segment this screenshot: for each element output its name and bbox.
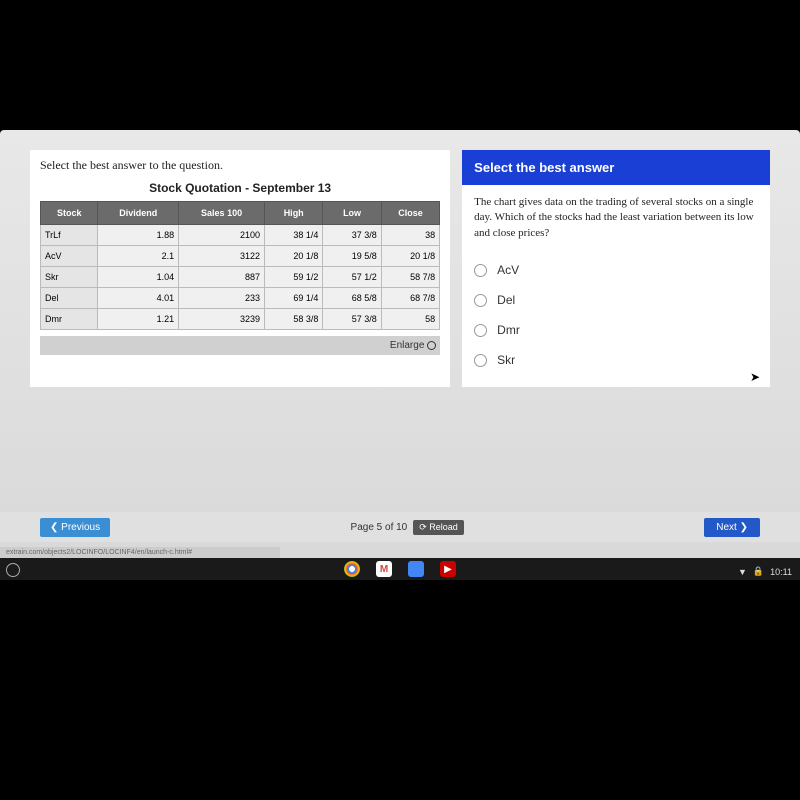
- page-info: Page 5 of 10 ⟳ Reload: [351, 520, 464, 535]
- table-cell: 2.1: [98, 246, 179, 267]
- enlarge-button[interactable]: Enlarge: [40, 336, 440, 355]
- chrome-icon[interactable]: [344, 561, 360, 577]
- table-cell: 19 5/8: [323, 246, 381, 267]
- lock-icon: 🔒: [753, 566, 764, 577]
- table-row: Del4.0123369 1/468 5/868 7/8: [41, 288, 440, 309]
- content-wrapper: Select the best answer to the question. …: [0, 130, 800, 397]
- instruction-text: Select the best answer to the question.: [40, 158, 440, 173]
- table-cell: Dmr: [41, 309, 98, 330]
- table-cell: 68 7/8: [381, 288, 439, 309]
- question-text: The chart gives data on the trading of s…: [462, 185, 770, 251]
- table-cell: 38 1/4: [265, 225, 323, 246]
- table-row: Dmr1.21323958 3/857 3/858: [41, 309, 440, 330]
- answer-option[interactable]: Del: [474, 285, 758, 315]
- launcher-icon[interactable]: [6, 563, 20, 577]
- radio-icon: [474, 294, 487, 307]
- col-header: Close: [381, 202, 439, 225]
- reload-button[interactable]: ⟳ Reload: [413, 520, 464, 535]
- docs-icon[interactable]: [408, 561, 424, 577]
- table-cell: AcV: [41, 246, 98, 267]
- table-cell: 2100: [179, 225, 265, 246]
- table-cell: Skr: [41, 267, 98, 288]
- option-label: Del: [497, 293, 515, 307]
- answer-header: Select the best answer: [462, 150, 770, 185]
- table-cell: 58 3/8: [265, 309, 323, 330]
- table-cell: 1.04: [98, 267, 179, 288]
- table-cell: 57 1/2: [323, 267, 381, 288]
- table-title: Stock Quotation - September 13: [40, 181, 440, 195]
- answer-option[interactable]: Skr: [474, 345, 758, 375]
- option-label: AcV: [497, 263, 519, 277]
- col-header: High: [265, 202, 323, 225]
- clock: 10:11: [770, 567, 792, 577]
- table-cell: 68 5/8: [323, 288, 381, 309]
- wifi-icon: ▼: [738, 567, 747, 577]
- table-row: TrLf1.88210038 1/437 3/838: [41, 225, 440, 246]
- option-label: Dmr: [497, 323, 520, 337]
- gmail-icon[interactable]: M: [376, 561, 392, 577]
- next-button[interactable]: Next ❯: [704, 518, 760, 537]
- page-label: Page 5 of 10: [351, 522, 408, 533]
- table-cell: 3122: [179, 246, 265, 267]
- table-cell: 20 1/8: [265, 246, 323, 267]
- cursor-icon: ➤: [750, 370, 760, 384]
- table-cell: 58: [381, 309, 439, 330]
- table-cell: 3239: [179, 309, 265, 330]
- radio-icon: [474, 324, 487, 337]
- url-hint: extrain.com/objects2/LOCINFO/LOCINF4/en/…: [0, 547, 280, 558]
- app-viewport: Select the best answer to the question. …: [0, 130, 800, 580]
- table-row: AcV2.1312220 1/819 5/820 1/8: [41, 246, 440, 267]
- table-cell: 1.21: [98, 309, 179, 330]
- table-cell: 59 1/2: [265, 267, 323, 288]
- system-tray[interactable]: ▼ 🔒 10:11: [738, 566, 792, 577]
- previous-button[interactable]: ❮ Previous: [40, 518, 110, 537]
- table-cell: 38: [381, 225, 439, 246]
- stock-table: Stock Dividend Sales 100 High Low Close …: [40, 201, 440, 330]
- radio-icon: [474, 354, 487, 367]
- question-panel: Select the best answer to the question. …: [30, 150, 450, 387]
- table-cell: 37 3/8: [323, 225, 381, 246]
- table-row: Skr1.0488759 1/257 1/258 7/8: [41, 267, 440, 288]
- taskbar: M ▶ ▼ 🔒 10:11: [0, 558, 800, 580]
- answer-panel: Select the best answer The chart gives d…: [462, 150, 770, 387]
- table-cell: Del: [41, 288, 98, 309]
- table-header-row: Stock Dividend Sales 100 High Low Close: [41, 202, 440, 225]
- youtube-icon[interactable]: ▶: [440, 561, 456, 577]
- table-cell: 4.01: [98, 288, 179, 309]
- bottom-nav: ❮ Previous Page 5 of 10 ⟳ Reload Next ❯: [0, 512, 800, 542]
- table-cell: 1.88: [98, 225, 179, 246]
- col-header: Dividend: [98, 202, 179, 225]
- table-cell: 69 1/4: [265, 288, 323, 309]
- magnify-icon: [427, 340, 436, 351]
- answer-option[interactable]: AcV: [474, 255, 758, 285]
- table-cell: 887: [179, 267, 265, 288]
- table-cell: 233: [179, 288, 265, 309]
- col-header: Sales 100: [179, 202, 265, 225]
- col-header: Low: [323, 202, 381, 225]
- radio-icon: [474, 264, 487, 277]
- answer-option[interactable]: Dmr: [474, 315, 758, 345]
- options-list: AcV Del Dmr Skr: [462, 251, 770, 387]
- enlarge-label: Enlarge: [390, 340, 424, 351]
- table-cell: 57 3/8: [323, 309, 381, 330]
- table-cell: 58 7/8: [381, 267, 439, 288]
- table-cell: 20 1/8: [381, 246, 439, 267]
- col-header: Stock: [41, 202, 98, 225]
- table-cell: TrLf: [41, 225, 98, 246]
- table-body: TrLf1.88210038 1/437 3/838AcV2.1312220 1…: [41, 225, 440, 330]
- option-label: Skr: [497, 353, 515, 367]
